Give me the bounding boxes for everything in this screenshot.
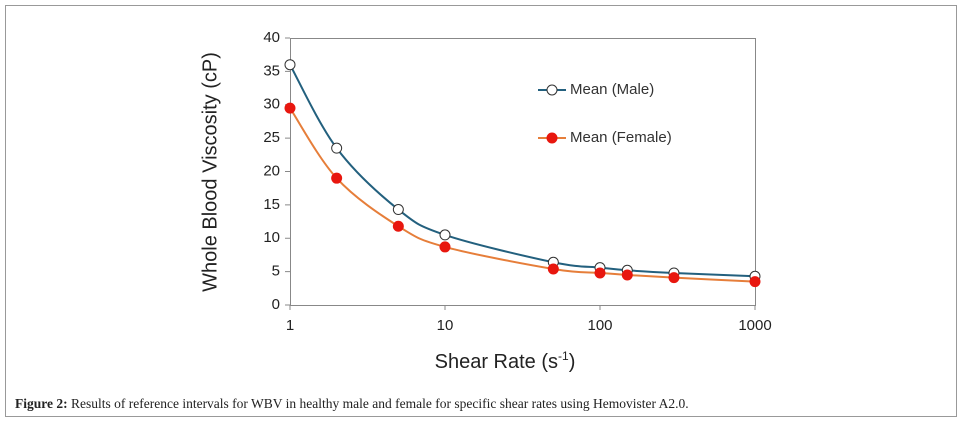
x-axis-title-sup: -1: [558, 349, 569, 363]
legend-label: Mean (Female): [570, 129, 672, 146]
caption: Figure 2: Results of reference intervals…: [15, 396, 689, 411]
series-line: [289, 107, 756, 283]
y-tick-label: 30: [263, 96, 280, 113]
y-tick-label: 15: [263, 196, 280, 213]
y-tick-label: 25: [263, 129, 280, 146]
data-point: [749, 276, 761, 288]
x-tick-label: 100: [587, 317, 612, 334]
y-tick-label: 5: [272, 263, 280, 280]
data-point: [439, 229, 451, 241]
legend-label: Mean (Male): [570, 81, 654, 98]
data-point: [392, 204, 404, 216]
caption-label: Figure 2:: [15, 396, 68, 411]
data-point: [331, 142, 343, 154]
figure-border: [5, 5, 957, 417]
x-axis-title-suffix: ): [569, 351, 576, 373]
legend-marker: [546, 132, 558, 144]
x-tick-label: 1: [286, 317, 294, 334]
data-point: [594, 267, 606, 279]
series-line: [289, 64, 756, 278]
data-point: [439, 241, 451, 253]
data-point: [284, 59, 296, 71]
legend-marker: [546, 84, 558, 96]
plot-frame: [290, 38, 756, 306]
x-tick-label: 10: [437, 317, 454, 334]
y-tick-label: 0: [272, 296, 280, 313]
y-tick-label: 40: [263, 29, 280, 46]
y-tick-label: 35: [263, 62, 280, 79]
caption-text: Results of reference intervals for WBV i…: [68, 396, 689, 411]
data-point: [668, 272, 680, 284]
data-point: [392, 220, 404, 232]
data-point: [621, 269, 633, 281]
x-tick-label: 1000: [738, 317, 771, 334]
data-point: [547, 263, 559, 275]
y-axis-title: Whole Blood Viscosity (cP): [199, 52, 221, 292]
y-tick-label: 20: [263, 162, 280, 179]
x-axis-title-text: Shear Rate (s: [435, 351, 558, 373]
y-tick-label: 10: [263, 229, 280, 246]
data-point: [284, 102, 296, 114]
data-point: [331, 172, 343, 184]
x-axis-title: Shear Rate (s-1): [435, 349, 576, 373]
